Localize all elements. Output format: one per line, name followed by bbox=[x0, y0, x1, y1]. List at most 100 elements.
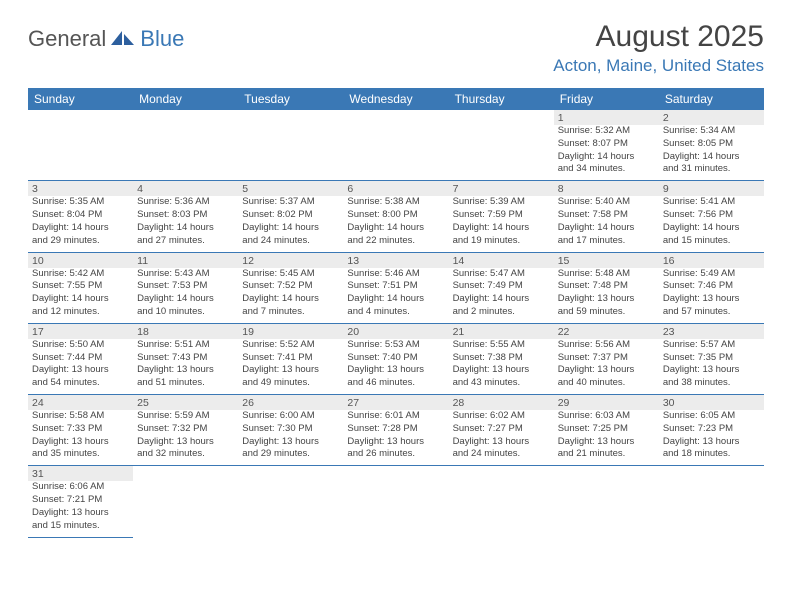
daylight-line1: Daylight: 14 hours bbox=[558, 151, 655, 164]
sunset: Sunset: 7:44 PM bbox=[32, 352, 129, 365]
empty-cell bbox=[133, 481, 238, 537]
sunset: Sunset: 8:04 PM bbox=[32, 209, 129, 222]
sunrise: Sunrise: 5:46 AM bbox=[347, 268, 444, 281]
day-number: 31 bbox=[28, 466, 133, 481]
daylight-line1: Daylight: 14 hours bbox=[347, 222, 444, 235]
daylight-line2: and 43 minutes. bbox=[453, 377, 550, 390]
day-number: 19 bbox=[238, 324, 343, 339]
sunset: Sunset: 7:28 PM bbox=[347, 423, 444, 436]
sunset: Sunset: 7:37 PM bbox=[558, 352, 655, 365]
daylight-line1: Daylight: 13 hours bbox=[453, 436, 550, 449]
empty-daynum bbox=[449, 466, 554, 481]
sunrise: Sunrise: 6:00 AM bbox=[242, 410, 339, 423]
daylight-line1: Daylight: 13 hours bbox=[558, 364, 655, 377]
daylight-line1: Daylight: 14 hours bbox=[32, 293, 129, 306]
day-cell: Sunrise: 5:34 AMSunset: 8:05 PMDaylight:… bbox=[659, 125, 764, 181]
day-cell: Sunrise: 6:00 AMSunset: 7:30 PMDaylight:… bbox=[238, 410, 343, 466]
daylight-line1: Daylight: 13 hours bbox=[558, 436, 655, 449]
day-cell: Sunrise: 5:52 AMSunset: 7:41 PMDaylight:… bbox=[238, 339, 343, 395]
daylight-line1: Daylight: 14 hours bbox=[137, 222, 234, 235]
day-number: 22 bbox=[554, 324, 659, 339]
sunrise: Sunrise: 5:41 AM bbox=[663, 196, 760, 209]
empty-cell bbox=[659, 481, 764, 537]
empty-cell bbox=[343, 125, 448, 181]
empty-cell bbox=[449, 125, 554, 181]
daylight-line1: Daylight: 13 hours bbox=[347, 436, 444, 449]
sunrise: Sunrise: 5:59 AM bbox=[137, 410, 234, 423]
daylight-line2: and 35 minutes. bbox=[32, 448, 129, 461]
sunset: Sunset: 8:07 PM bbox=[558, 138, 655, 151]
daylight-line2: and 51 minutes. bbox=[137, 377, 234, 390]
sunrise: Sunrise: 5:43 AM bbox=[137, 268, 234, 281]
empty-daynum bbox=[449, 110, 554, 125]
daylight-line2: and 17 minutes. bbox=[558, 235, 655, 248]
daylight-line2: and 21 minutes. bbox=[558, 448, 655, 461]
sunrise: Sunrise: 6:01 AM bbox=[347, 410, 444, 423]
day-number: 25 bbox=[133, 395, 238, 410]
sunset: Sunset: 7:21 PM bbox=[32, 494, 129, 507]
day-cell: Sunrise: 6:06 AMSunset: 7:21 PMDaylight:… bbox=[28, 481, 133, 537]
sunset: Sunset: 7:48 PM bbox=[558, 280, 655, 293]
day-number: 14 bbox=[449, 253, 554, 268]
empty-cell bbox=[554, 481, 659, 537]
day-cell: Sunrise: 5:41 AMSunset: 7:56 PMDaylight:… bbox=[659, 196, 764, 252]
sunset: Sunset: 7:40 PM bbox=[347, 352, 444, 365]
sunrise: Sunrise: 5:50 AM bbox=[32, 339, 129, 352]
daylight-line2: and 57 minutes. bbox=[663, 306, 760, 319]
daylight-line2: and 19 minutes. bbox=[453, 235, 550, 248]
sunrise: Sunrise: 5:53 AM bbox=[347, 339, 444, 352]
day-number: 2 bbox=[659, 110, 764, 125]
empty-daynum bbox=[133, 110, 238, 125]
sunrise: Sunrise: 5:38 AM bbox=[347, 196, 444, 209]
day-cell: Sunrise: 5:53 AMSunset: 7:40 PMDaylight:… bbox=[343, 339, 448, 395]
daylight-line1: Daylight: 13 hours bbox=[558, 293, 655, 306]
day-cell: Sunrise: 5:38 AMSunset: 8:00 PMDaylight:… bbox=[343, 196, 448, 252]
daylight-line2: and 46 minutes. bbox=[347, 377, 444, 390]
day-cell: Sunrise: 5:56 AMSunset: 7:37 PMDaylight:… bbox=[554, 339, 659, 395]
day-number: 8 bbox=[554, 181, 659, 196]
daylight-line2: and 29 minutes. bbox=[32, 235, 129, 248]
day-number: 5 bbox=[238, 181, 343, 196]
empty-daynum bbox=[343, 466, 448, 481]
day-number: 6 bbox=[343, 181, 448, 196]
sunrise: Sunrise: 5:52 AM bbox=[242, 339, 339, 352]
day-cell: Sunrise: 6:02 AMSunset: 7:27 PMDaylight:… bbox=[449, 410, 554, 466]
sail-icon bbox=[110, 30, 136, 48]
day-number: 30 bbox=[659, 395, 764, 410]
daylight-line1: Daylight: 13 hours bbox=[663, 364, 760, 377]
sunset: Sunset: 8:00 PM bbox=[347, 209, 444, 222]
sunset: Sunset: 7:35 PM bbox=[663, 352, 760, 365]
sunrise: Sunrise: 5:35 AM bbox=[32, 196, 129, 209]
sunrise: Sunrise: 5:56 AM bbox=[558, 339, 655, 352]
sunset: Sunset: 7:59 PM bbox=[453, 209, 550, 222]
sunrise: Sunrise: 5:39 AM bbox=[453, 196, 550, 209]
dayname: Thursday bbox=[449, 88, 554, 110]
daylight-line1: Daylight: 14 hours bbox=[242, 293, 339, 306]
daylight-line1: Daylight: 14 hours bbox=[663, 151, 760, 164]
dayname: Sunday bbox=[28, 88, 133, 110]
daylight-line1: Daylight: 13 hours bbox=[32, 364, 129, 377]
daylight-line2: and 27 minutes. bbox=[137, 235, 234, 248]
day-number: 24 bbox=[28, 395, 133, 410]
weekday-header-row: Sunday Monday Tuesday Wednesday Thursday… bbox=[28, 88, 764, 110]
empty-daynum bbox=[28, 110, 133, 125]
dayname: Tuesday bbox=[238, 88, 343, 110]
day-cell: Sunrise: 5:48 AMSunset: 7:48 PMDaylight:… bbox=[554, 268, 659, 324]
daylight-line1: Daylight: 14 hours bbox=[137, 293, 234, 306]
empty-daynum bbox=[238, 466, 343, 481]
sunset: Sunset: 7:56 PM bbox=[663, 209, 760, 222]
day-number: 10 bbox=[28, 253, 133, 268]
day-cell: Sunrise: 5:39 AMSunset: 7:59 PMDaylight:… bbox=[449, 196, 554, 252]
sunset: Sunset: 7:49 PM bbox=[453, 280, 550, 293]
sunrise: Sunrise: 5:32 AM bbox=[558, 125, 655, 138]
sunrise: Sunrise: 5:34 AM bbox=[663, 125, 760, 138]
sunrise: Sunrise: 5:58 AM bbox=[32, 410, 129, 423]
dayname: Friday bbox=[554, 88, 659, 110]
daylight-line2: and 32 minutes. bbox=[137, 448, 234, 461]
day-cell: Sunrise: 5:45 AMSunset: 7:52 PMDaylight:… bbox=[238, 268, 343, 324]
daylight-line1: Daylight: 14 hours bbox=[242, 222, 339, 235]
day-number: 12 bbox=[238, 253, 343, 268]
day-cell: Sunrise: 5:50 AMSunset: 7:44 PMDaylight:… bbox=[28, 339, 133, 395]
day-number: 23 bbox=[659, 324, 764, 339]
sunset: Sunset: 8:02 PM bbox=[242, 209, 339, 222]
